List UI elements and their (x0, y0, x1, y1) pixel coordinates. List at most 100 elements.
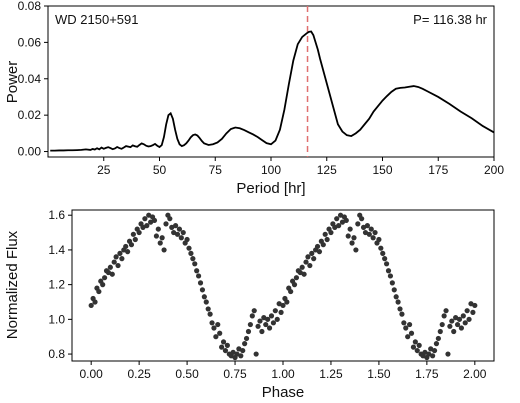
periodogram-frame (47, 5, 495, 158)
data-point (190, 256, 196, 262)
star-name-annotation: WD 2150+591 (55, 12, 138, 27)
periodogram-panel: 0.000.020.040.060.08 25 50 75 100 125 150 175 2… (4, 0, 504, 197)
data-point (447, 323, 453, 329)
data-point (117, 250, 123, 256)
data-point (382, 256, 388, 262)
data-point (336, 223, 342, 229)
data-point (472, 302, 478, 309)
data-point (220, 339, 227, 345)
x-tick-label: 0.00 (80, 367, 104, 381)
x-tick-label: 1.50 (367, 367, 391, 381)
data-point (119, 256, 125, 262)
data-point (167, 216, 173, 222)
data-point (136, 229, 142, 236)
data-point (322, 231, 328, 237)
data-point (458, 325, 464, 331)
lightcurve-x-axis-label: Phase (262, 384, 305, 401)
data-point (299, 264, 305, 270)
data-point (213, 334, 219, 340)
x-tick-label: 125 (317, 163, 337, 177)
data-point (328, 229, 334, 236)
data-point (257, 318, 263, 324)
periodogram-x-axis-label: Period [hr] (236, 180, 305, 197)
data-point (368, 226, 374, 232)
data-point (303, 259, 309, 265)
x-tick-label: 1.00 (271, 367, 295, 381)
data-point (242, 341, 248, 347)
data-point (111, 259, 117, 265)
data-point (387, 273, 394, 279)
data-point (416, 342, 422, 348)
data-point (142, 216, 148, 222)
data-point (359, 216, 365, 222)
data-point (186, 245, 192, 251)
data-point (462, 320, 468, 326)
periodogram-y-axis-label: Power (4, 61, 21, 104)
x-tick-label: 150 (372, 163, 392, 177)
data-point (249, 313, 255, 319)
data-point (408, 330, 415, 336)
data-point (107, 264, 113, 270)
data-point (291, 282, 298, 288)
x-tick-label: 1.25 (319, 367, 343, 381)
data-point (464, 308, 470, 314)
data-point (320, 242, 326, 248)
data-point (349, 240, 355, 246)
data-point (155, 226, 161, 232)
y-tick-label: 0.08 (18, 0, 42, 13)
data-point (102, 275, 108, 281)
data-point (430, 353, 436, 359)
data-point (199, 287, 206, 293)
data-point (176, 226, 183, 232)
data-point (217, 330, 223, 336)
data-point (207, 311, 213, 317)
data-point (238, 353, 244, 359)
data-point (385, 268, 392, 274)
data-point (144, 223, 150, 229)
data-point (272, 308, 278, 314)
data-point (451, 328, 457, 335)
data-point (172, 223, 179, 229)
x-tick-label: 100 (261, 163, 281, 177)
y-tick-label: 1.2 (48, 278, 65, 292)
data-point (449, 318, 455, 324)
data-point (100, 282, 106, 288)
data-point (311, 256, 317, 262)
data-point (443, 308, 449, 314)
data-point (466, 316, 472, 322)
data-point (123, 243, 129, 250)
data-point (159, 235, 165, 241)
periodogram-x-ticks: 25 50 75 100 125 150 175 200 (97, 157, 504, 177)
data-point (288, 288, 294, 295)
data-point (222, 347, 229, 354)
periodogram-y-ticks: 0.00 0.02 0.04 0.06 0.08 (18, 0, 48, 159)
data-point (96, 288, 102, 295)
period-annotation: P= 116.38 hr (413, 12, 488, 27)
data-point (194, 268, 200, 274)
data-point (247, 321, 253, 328)
data-point (399, 311, 405, 317)
lightcurve-points (88, 212, 478, 361)
x-tick-label: 75 (209, 163, 223, 177)
data-point (355, 221, 361, 227)
data-point (178, 235, 184, 241)
data-point (407, 321, 413, 328)
data-point (395, 299, 401, 305)
data-point (280, 302, 286, 309)
data-point (151, 217, 158, 224)
data-point (439, 321, 445, 328)
data-point (255, 323, 261, 329)
x-tick-label: 25 (97, 163, 111, 177)
x-tick-label: 2.00 (463, 367, 487, 381)
data-point (243, 335, 250, 342)
lightcurve-x-ticks: 0.00 0.25 0.50 0.75 1.00 1.25 1.50 1.75 2.00 (80, 361, 487, 381)
data-point (301, 271, 307, 277)
data-point (441, 313, 447, 319)
data-point (437, 328, 443, 335)
data-point (92, 299, 98, 305)
data-point (251, 308, 257, 314)
data-point (412, 339, 418, 345)
data-point (370, 235, 376, 241)
data-point (403, 325, 409, 331)
